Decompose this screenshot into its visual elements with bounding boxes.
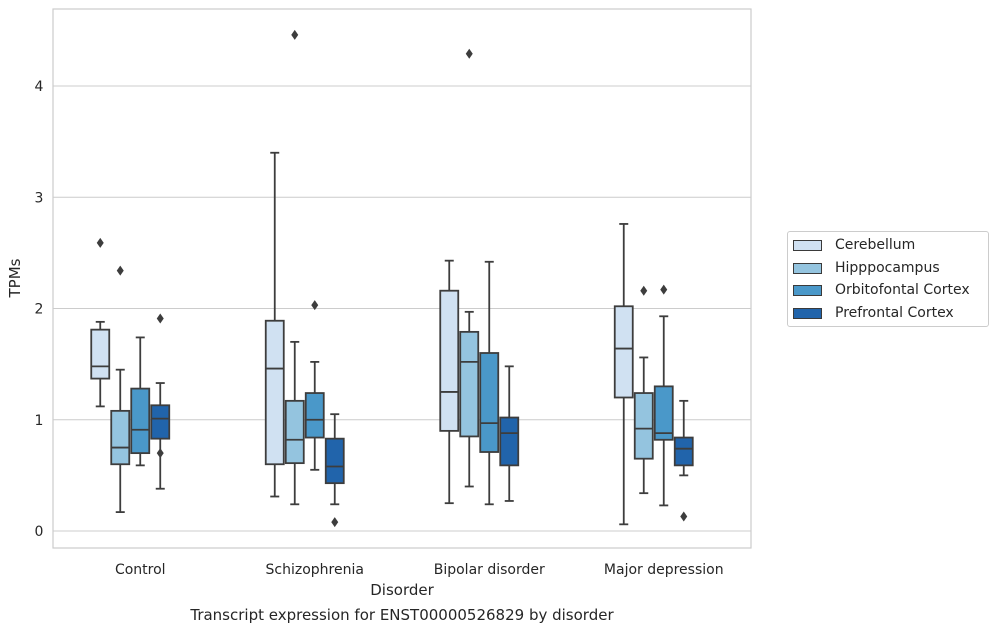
legend-label-prefrontal: Prefrontal Cortex [835,305,954,321]
outlier-point [465,48,473,59]
legend-label-cerebellum: Cerebellum [835,237,916,253]
plot-frame [52,8,752,549]
box-plot [130,336,151,467]
box-plot [90,237,111,408]
outlier-point [156,448,164,459]
box-plot [673,399,694,522]
box [439,289,460,432]
outlier-point [291,29,299,40]
legend-label-orbitofrontal: Orbitofontal Cortex [835,282,970,298]
box [304,392,325,439]
x-tick-label: Schizophrenia [266,562,364,578]
y-tick-label: 1 [35,413,44,429]
box [130,387,151,455]
outlier-point [311,300,319,311]
box-plot [439,259,460,505]
box-plot [499,365,520,502]
legend-swatch-cerebellum [793,239,822,251]
box-plot [110,265,131,513]
outlier-point [156,313,164,324]
box [459,330,480,438]
chart-caption: Transcript expression for ENST0000052682… [190,606,614,624]
box [653,385,674,441]
x-tick-label: Bipolar disorder [434,562,545,578]
box-plot [324,413,345,528]
x-tick-label: Major depression [604,562,724,578]
x-axis-label: Disorder [370,581,434,599]
box-plot [613,223,634,526]
box [479,352,500,453]
box-plot [150,313,171,490]
legend: Cerebellum Hipppocampus Orbitofontal Cor… [787,231,989,327]
legend-swatch-prefrontal [793,307,822,319]
legend-item-hippocampus: Hipppocampus [793,258,940,278]
y-tick-label: 4 [35,79,44,95]
x-tick-label: Control [115,562,166,578]
box-plot [653,284,674,507]
box-plot [264,151,285,498]
legend-swatch-orbitofrontal [793,284,822,296]
box [284,399,305,465]
y-tick-label: 2 [35,302,44,318]
box-plot [304,300,325,471]
y-tick-label: 0 [35,524,44,540]
outlier-point [660,284,668,295]
box [324,437,345,485]
box [90,328,111,380]
box [264,319,285,466]
legend-item-cerebellum: Cerebellum [793,235,915,255]
box [613,305,634,399]
outlier-point [116,265,124,276]
x-tick-labels: Control Schizophrenia Bipolar disorder Majo… [115,562,724,578]
outlier-point [640,285,648,296]
box [110,409,131,466]
legend-label-hippocampus: Hipppocampus [835,260,940,276]
box [150,404,171,440]
box [673,436,694,467]
box [633,392,654,460]
legend-swatch-hippocampus [793,262,822,274]
y-tick-labels: 0 1 2 3 4 [35,79,44,540]
legend-item-orbitofrontal: Orbitofontal Cortex [793,280,970,300]
box-plot [633,285,654,495]
outlier-point [680,511,688,522]
outlier-point [331,517,339,528]
y-tick-label: 3 [35,190,44,206]
outlier-point [96,237,104,248]
box-plots [90,29,694,528]
y-axis-label: TPMs [6,258,24,298]
box-plot [284,29,305,506]
box [499,416,520,467]
box-plot [459,48,480,488]
legend-item-prefrontal: Prefrontal Cortex [793,303,954,323]
box-plot [479,260,500,506]
